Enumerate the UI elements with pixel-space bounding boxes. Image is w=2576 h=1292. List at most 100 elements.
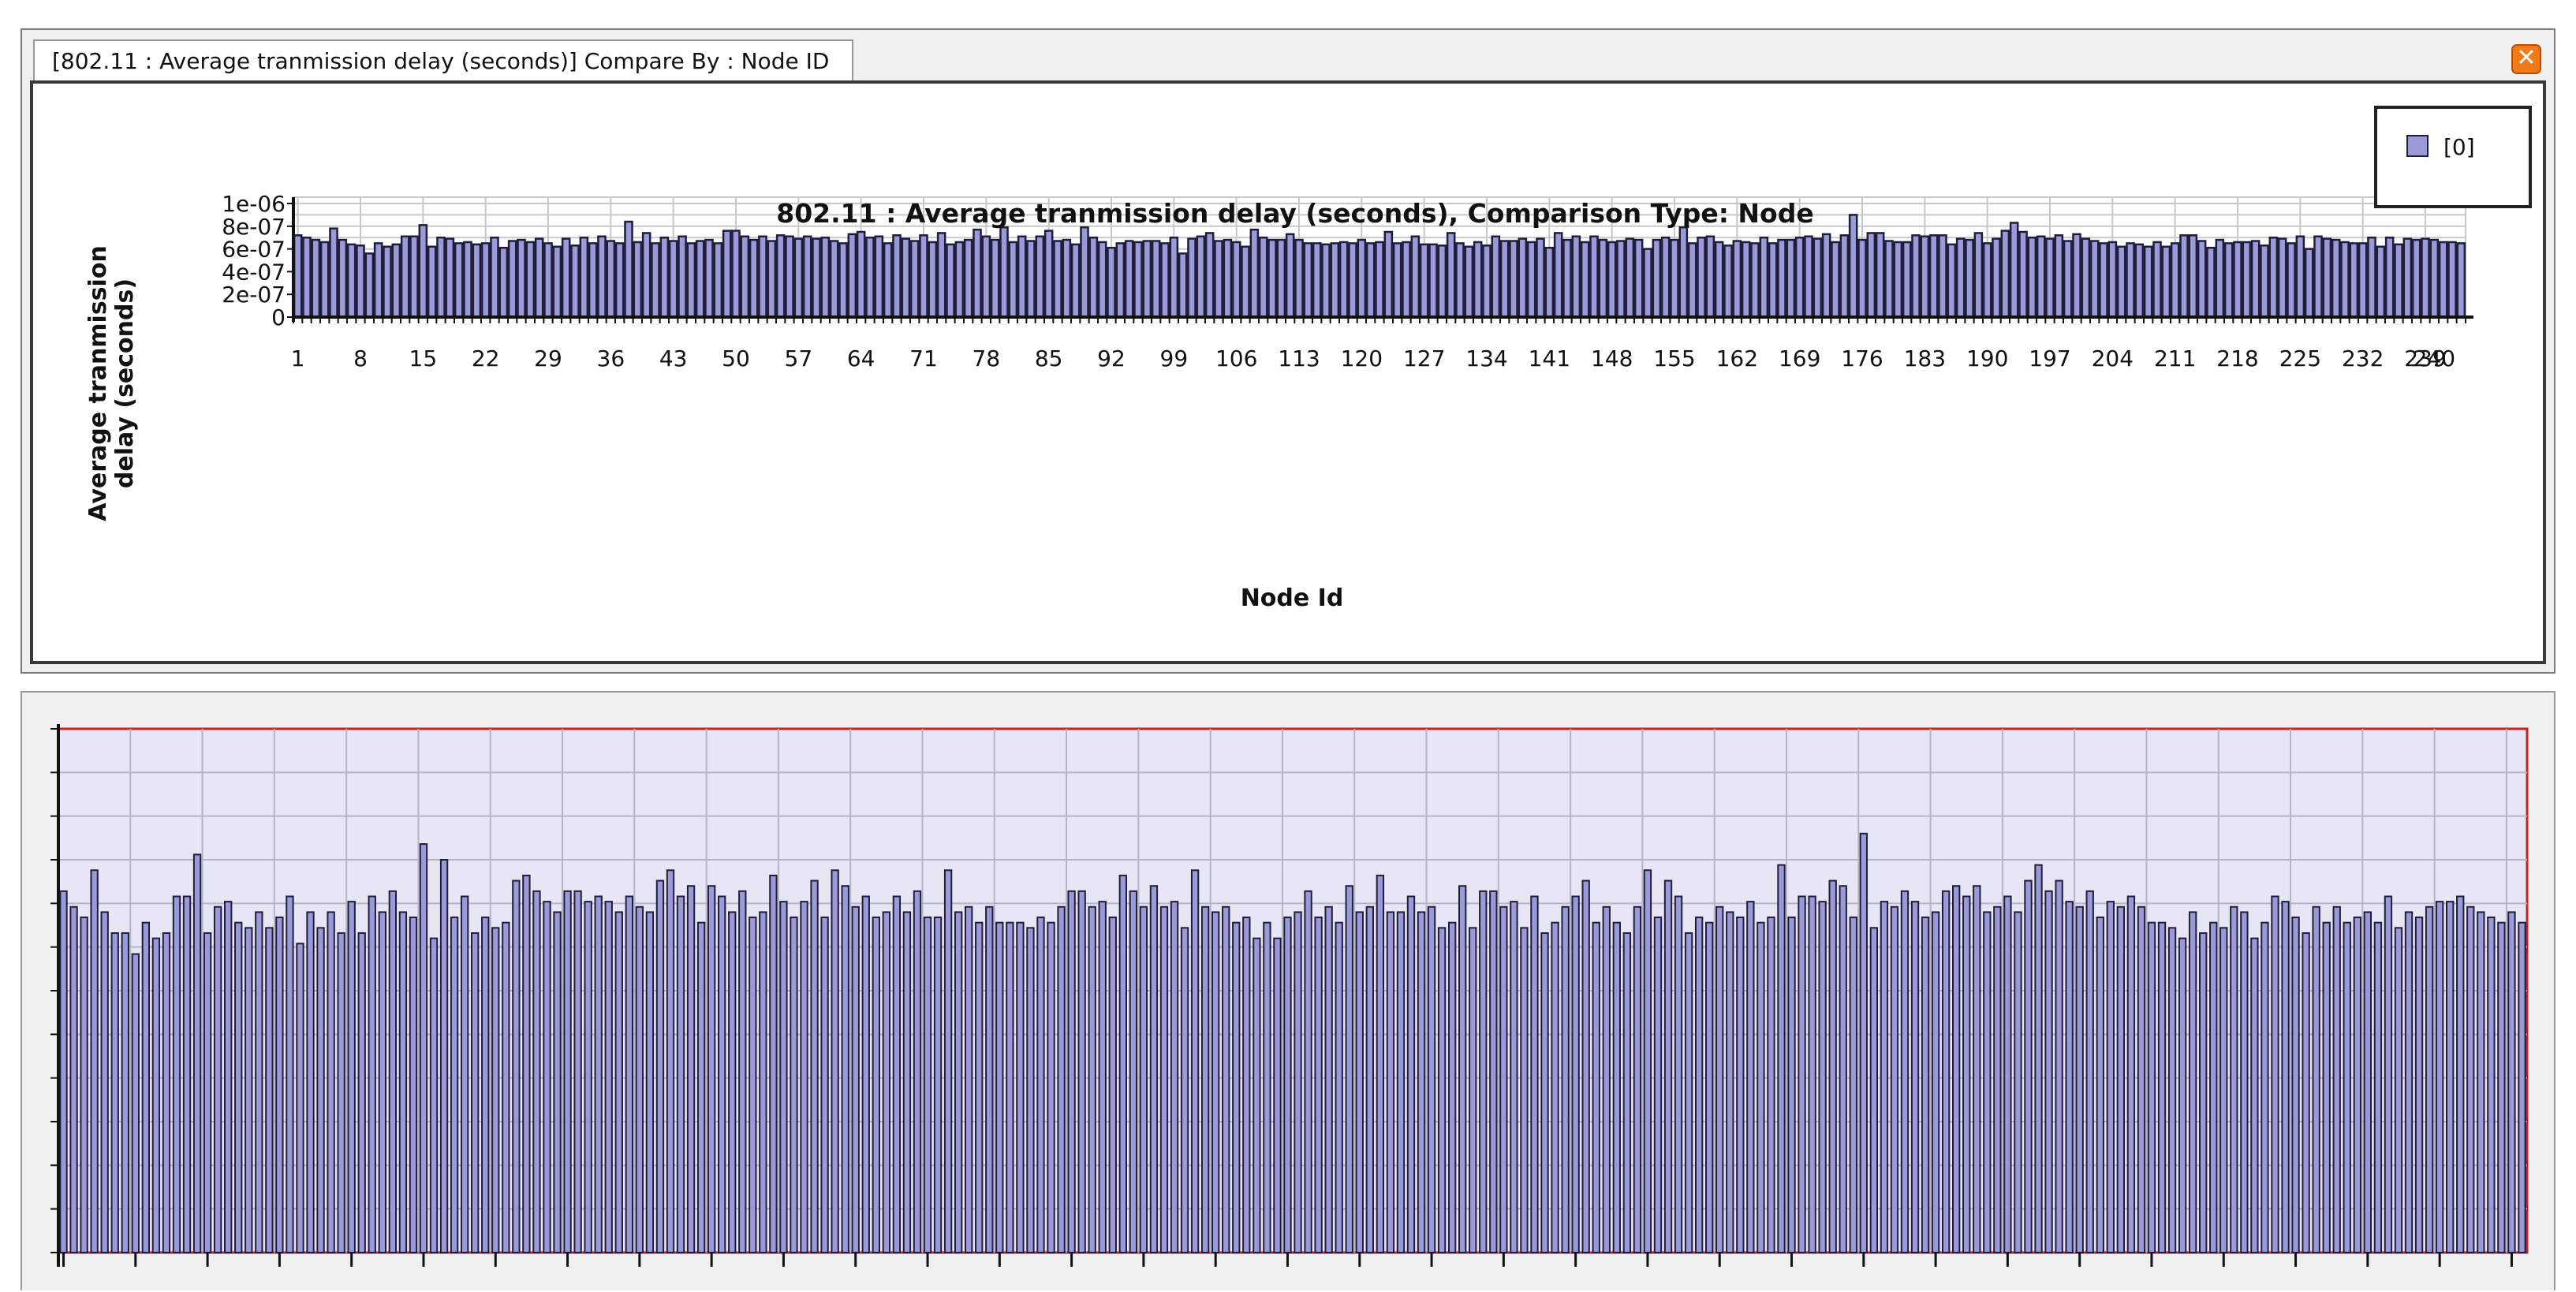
y-axis-label-line: delay (seconds) [111,278,139,488]
bottom-bar [2219,927,2228,1253]
bottom-bar [1355,911,1364,1253]
bottom-bar [1571,895,1580,1253]
top-y-tick-label: 2e-07 [222,282,286,308]
top-x-tick-label: 99 [1160,345,1189,372]
bottom-bar [2250,937,2259,1253]
top-bar [1124,240,1134,319]
legend-entry: [0] [2443,134,2475,160]
bottom-bar [1581,879,1590,1253]
legend-swatch [2406,135,2429,157]
bottom-bar [655,879,665,1253]
top-x-tick-label: 78 [973,345,1001,372]
bottom-bar [2147,921,2156,1253]
top-bar [1982,242,1992,319]
top-bar [1437,245,1447,319]
bottom-bar [1304,890,1312,1253]
bottom-bar [1427,906,1436,1253]
top-bar [1813,237,1823,319]
bottom-bar [1469,927,1477,1253]
top-bar [651,242,660,319]
top-bar [534,237,544,319]
bottom-bar [2178,937,2187,1253]
y-axis-label: Average tranmission delay (seconds) [84,245,139,521]
bottom-bar [2157,921,2167,1253]
bottom-chart-bars [59,832,2526,1254]
bottom-bar [790,917,798,1253]
bottom-bar [553,911,562,1253]
top-bar [695,240,705,319]
bottom-bar [1880,901,1889,1253]
top-bar [2384,236,2395,319]
bottom-bar [522,874,531,1253]
bottom-bar [378,911,386,1253]
bottom-bar [2075,906,2084,1253]
top-bar [1866,232,1876,319]
top-bar [1965,238,1974,319]
top-x-tick-label: 113 [1278,345,1320,372]
bottom-bar [1057,906,1066,1253]
bottom-bar [59,890,68,1253]
top-y-tick-label: 8e-07 [222,214,286,240]
bottom-bar [738,890,747,1253]
top-bar [1536,237,1545,319]
bottom-bar [1921,917,1930,1253]
top-x-tick-label: 29 [534,345,562,372]
top-bar [2287,242,2296,319]
top-bar [2421,237,2430,319]
top-bar [1178,252,1188,319]
bottom-bar [2312,906,2320,1253]
chart-tab[interactable]: [802.11 : Average tranmission delay (sec… [33,39,853,82]
bottom-bar [1931,911,1940,1253]
bottom-bar [1437,927,1447,1253]
top-bar [1285,233,1295,319]
bottom-bar [388,890,398,1253]
top-bar [946,243,955,319]
bottom-bar [1694,917,1704,1253]
bottom-bar [2209,921,2218,1253]
bottom-bar [1376,874,1385,1253]
top-bar [2313,235,2323,319]
bottom-bar [2014,911,2022,1253]
top-bar [2376,245,2386,319]
top-bar [2134,243,2145,319]
top-bar [2358,242,2368,319]
top-bar [1276,238,1286,319]
top-bar [1419,243,1429,319]
top-bar [1464,245,1474,319]
top-chart-bars [293,214,2466,319]
bottom-bar [1026,927,1035,1253]
top-bar [2143,245,2153,319]
top-bar [2429,238,2440,319]
bottom-bar [769,874,778,1253]
bottom-bar [2507,911,2516,1253]
bottom-bar [943,869,953,1253]
top-bar [1473,241,1483,319]
bottom-bar [1324,906,1333,1253]
top-bar [659,236,670,319]
bottom-bar [1263,921,1271,1253]
top-bar [874,235,884,319]
bottom-bar [1345,885,1353,1253]
bottom-chart-axes [50,724,2513,1267]
bottom-bar [749,917,757,1253]
bottom-bar [450,917,459,1253]
top-bar [507,240,517,319]
bottom-bar [573,890,582,1253]
bottom-bar [1952,885,1961,1253]
top-bar [686,242,696,319]
top-x-tick-label: 239 [2404,345,2446,372]
bottom-bar [2518,921,2526,1253]
top-x-tick-label: 127 [1403,345,1445,372]
top-bar [614,242,625,319]
top-bar [2179,234,2189,319]
bottom-bar [965,906,973,1253]
close-button[interactable]: ✕ [2511,44,2541,74]
top-bar [2107,241,2118,319]
top-bar [1115,242,1126,319]
bottom-bar [409,917,418,1253]
bottom-bar [1561,906,1570,1253]
top-bar [2250,240,2261,319]
top-bar [1697,236,1706,319]
top-bar [713,242,723,319]
top-bar [1580,241,1590,319]
